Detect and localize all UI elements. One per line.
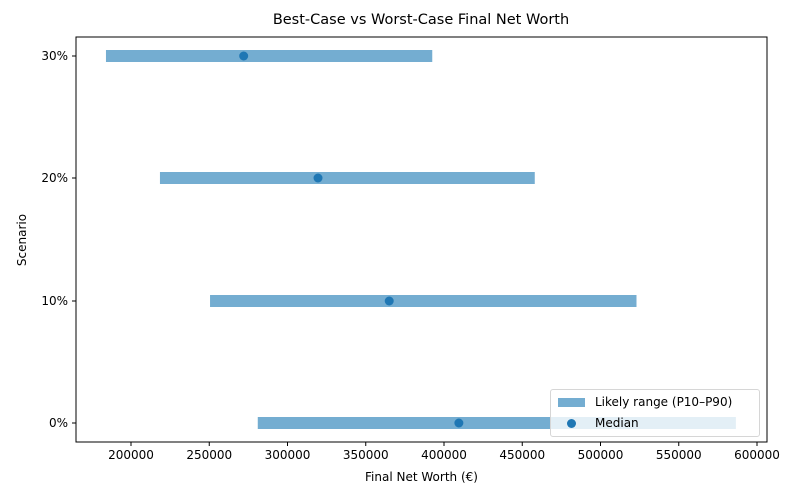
median-point xyxy=(313,173,323,183)
x-tick-label: 250000 xyxy=(186,448,232,462)
legend-label-median: Median xyxy=(595,416,639,430)
median-point xyxy=(454,418,464,428)
x-tick-label: 400000 xyxy=(421,448,467,462)
legend-item-median: Median xyxy=(558,415,639,431)
legend-label-range: Likely range (P10–P90) xyxy=(595,395,733,409)
x-tick-label: 550000 xyxy=(656,448,702,462)
x-axis-label: Final Net Worth (€) xyxy=(365,470,478,484)
y-tick-label: 0% xyxy=(49,416,68,430)
y-axis-label: Scenario xyxy=(15,213,29,267)
y-tick-label: 10% xyxy=(41,294,68,308)
range-swatch-icon xyxy=(558,397,585,407)
chart-title: Best-Case vs Worst-Case Final Net Worth xyxy=(272,12,570,28)
range-bar xyxy=(210,295,637,307)
legend-item-range: Likely range (P10–P90) xyxy=(558,394,732,410)
legend: Likely range (P10–P90) Median xyxy=(550,389,760,437)
range-bar xyxy=(159,172,535,184)
range-bar xyxy=(105,50,433,62)
x-tick-label: 200000 xyxy=(108,448,154,462)
y-tick-label: 20% xyxy=(41,171,68,185)
median-dot-icon xyxy=(567,418,576,428)
x-tick-label: 600000 xyxy=(734,448,780,462)
y-tick-label: 30% xyxy=(41,49,68,63)
x-tick-label: 500000 xyxy=(578,448,624,462)
median-point xyxy=(384,296,394,306)
x-tick-label: 350000 xyxy=(343,448,389,462)
x-tick-label: 450000 xyxy=(499,448,545,462)
x-tick-label: 300000 xyxy=(265,448,311,462)
median-point xyxy=(239,51,249,61)
